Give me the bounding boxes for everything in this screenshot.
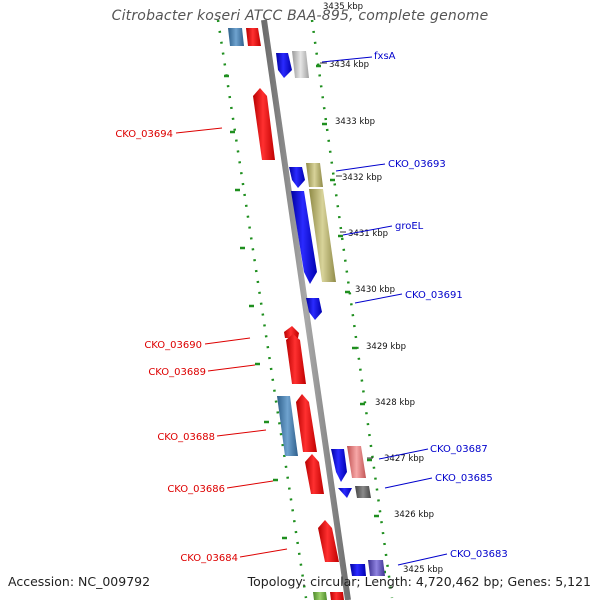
leader-CKO_03691	[354, 293, 403, 304]
gene-groEL-block	[309, 189, 336, 282]
gene-bottom-red	[330, 592, 344, 600]
gene-label-CKO_03686: CKO_03686	[167, 484, 225, 495]
gene-CKO_03685-arrow	[338, 488, 352, 498]
gene-block-top-steel	[228, 28, 244, 46]
gene-CKO_03688-arrow	[296, 394, 317, 452]
gene-label-CKO_03688: CKO_03688	[157, 432, 215, 443]
gene-label-CKO_03690: CKO_03690	[144, 340, 202, 351]
gene-CKO_03690-arrow	[284, 326, 299, 338]
gene-fxsA-arrow	[276, 53, 292, 78]
map-title: Citrobacter koseri ATCC BAA-895, complet…	[111, 8, 489, 24]
reverse-strand-genes	[228, 28, 344, 600]
leader-CKO_03684	[239, 548, 288, 558]
tick-label-3428: 3428 kbp	[375, 398, 415, 408]
gene-CKO_03686-arrow	[305, 454, 324, 494]
forward-strand-genes	[276, 51, 385, 576]
tick-label-3431: 3431 kbp	[348, 229, 388, 239]
tick-label-3432: 3432 kbp	[342, 173, 382, 183]
gene-CKO_03688-block	[277, 396, 298, 456]
tick-label-3425: 3425 kbp	[403, 565, 443, 575]
leader-CKO_03688	[216, 429, 267, 437]
leader-CKO_03693	[335, 163, 386, 172]
leader-CKO_03690	[204, 337, 251, 345]
gene-label-CKO_03691: CKO_03691	[405, 290, 463, 301]
tick-label-3435: 3435 kbp	[323, 2, 363, 12]
outer-ring-right	[310, 19, 394, 599]
gene-label-CKO_03689: CKO_03689	[148, 367, 206, 378]
gene-label-CKO_03685: CKO_03685	[435, 473, 493, 484]
tick-label-3430: 3430 kbp	[355, 285, 395, 295]
gene-fxsA-block	[292, 51, 309, 78]
leader-CKO_03687	[378, 448, 429, 460]
leader-CKO_03683	[397, 553, 448, 566]
tick-label-3433: 3433 kbp	[335, 117, 375, 127]
gene-CKO_03685-block	[355, 486, 371, 498]
gene-CKO_03691-arrow	[306, 298, 322, 320]
leader-CKO_03689	[207, 364, 256, 372]
genome-summary-text: Topology: circular; Length: 4,720,462 bp…	[247, 574, 591, 589]
tick-label-3426: 3426 kbp	[394, 510, 434, 520]
gene-label-CKO_03694: CKO_03694	[115, 129, 173, 140]
leader-fxsA	[321, 56, 373, 63]
gene-label-CKO_03684: CKO_03684	[180, 553, 238, 564]
gene-CKO_03694-arrow	[253, 88, 275, 160]
gene-label-CKO_03693: CKO_03693	[388, 159, 446, 170]
gene-block-top-red	[246, 28, 261, 46]
leader-groEL	[342, 225, 393, 236]
gene-label-CKO_03683: CKO_03683	[450, 549, 508, 560]
gene-CKO_03689-arrow	[286, 334, 306, 384]
gene-CKO_03693-block	[306, 163, 323, 187]
kbp-tick-leaders	[320, 62, 373, 459]
gene-groEL-arrow	[291, 191, 317, 284]
outer-ring-ticks	[224, 64, 386, 574]
gene-CKO_03687-block	[347, 446, 366, 478]
tick-label-3427: 3427 kbp	[384, 454, 424, 464]
tick-label-3429: 3429 kbp	[366, 342, 406, 352]
gene-CKO_03693-arrow	[289, 167, 305, 188]
leader-CKO_03694	[175, 127, 223, 134]
genome-backbone	[261, 19, 351, 600]
gene-CKO_03683-block	[368, 560, 385, 576]
tick-label-3434: 3434 kbp	[329, 60, 369, 70]
gene-label-fxsA: fxsA	[374, 51, 396, 62]
leader-CKO_03686	[226, 480, 274, 489]
gene-CKO_03687-arrow	[331, 449, 347, 482]
accession-text: Accession: NC_009792	[8, 574, 151, 589]
gene-CKO_03684-arrow	[318, 520, 339, 562]
gene-CKO_03683-arrow	[350, 564, 366, 576]
gene-bottom-green	[313, 592, 327, 600]
leader-CKO_03685	[384, 477, 433, 489]
gene-label-groEL: groEL	[395, 221, 424, 232]
gene-label-CKO_03687: CKO_03687	[430, 444, 488, 455]
